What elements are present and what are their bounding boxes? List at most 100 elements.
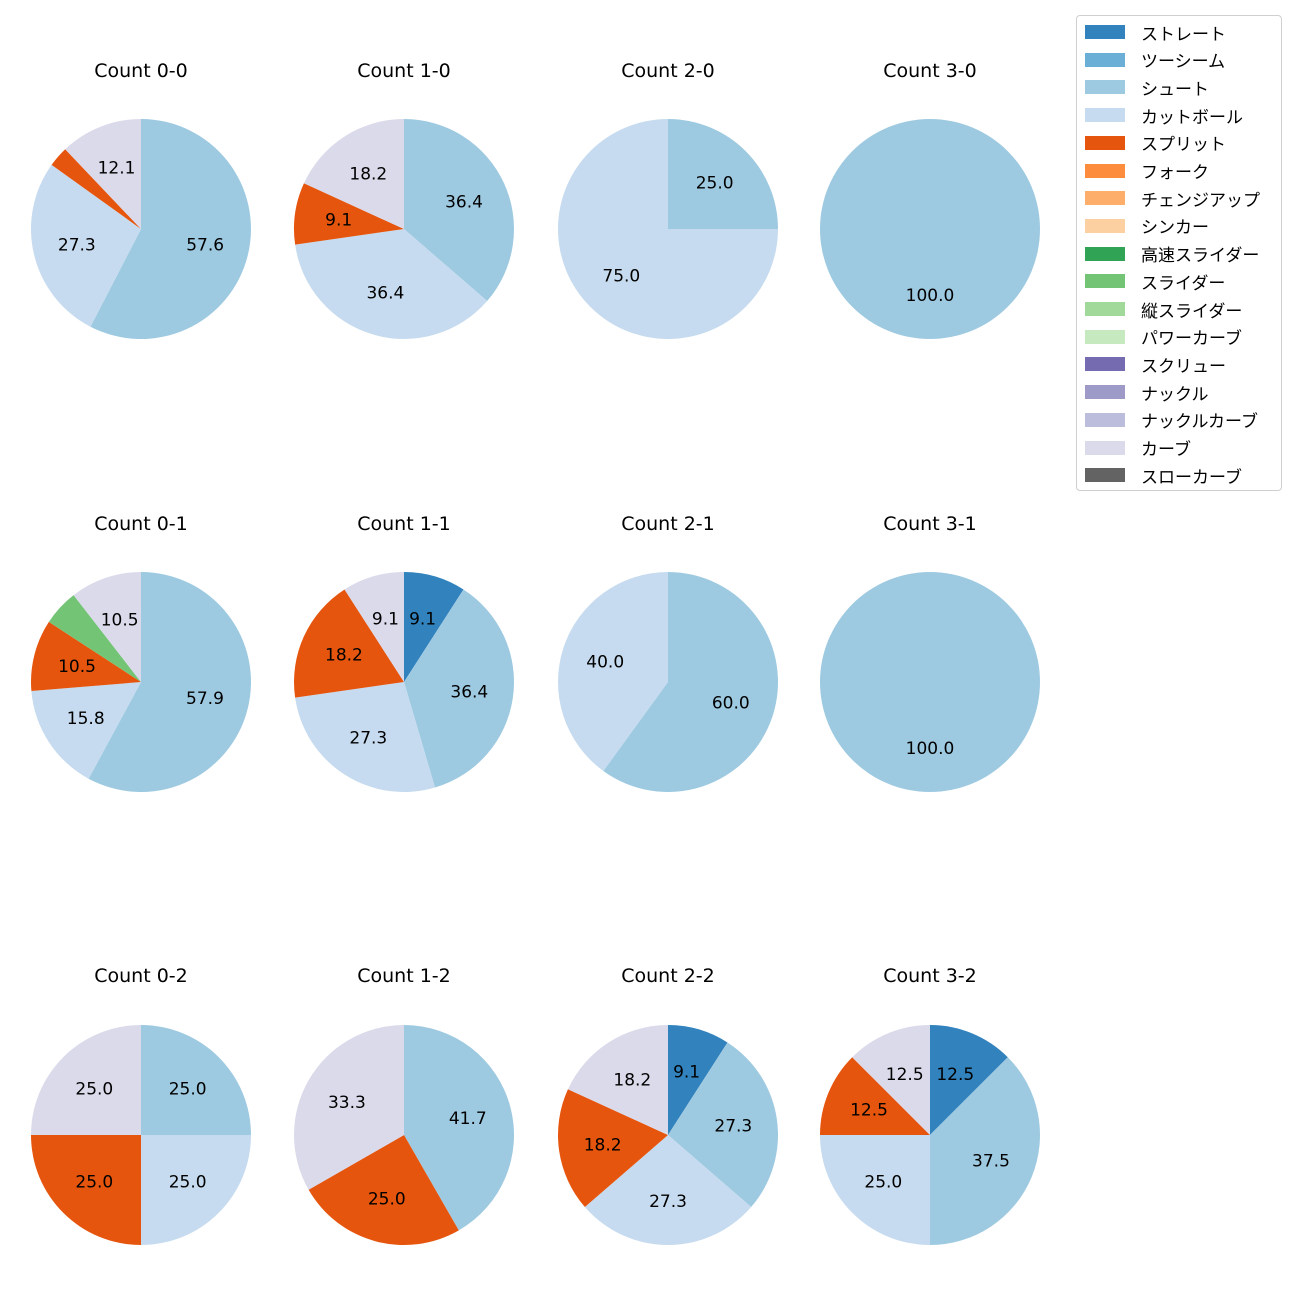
pie-slice-label: 75.0 <box>602 267 640 287</box>
legend-swatch <box>1085 329 1125 344</box>
pie-slice <box>404 572 464 682</box>
pie-slice <box>31 682 141 779</box>
pie-slice <box>65 119 141 229</box>
legend-item: 高速スライダー <box>1085 244 1260 267</box>
pie-slice-label: 27.3 <box>649 1192 687 1212</box>
legend-swatch <box>1085 246 1125 261</box>
pie-title: Count 1-0 <box>357 60 451 82</box>
pie-slice <box>404 589 514 788</box>
pie-slice-label: 27.3 <box>714 1117 752 1137</box>
pie-slice <box>141 1025 251 1135</box>
legend-swatch <box>1085 274 1125 289</box>
pie-title: Count 3-2 <box>883 965 977 987</box>
pie-slice-label: 100.0 <box>906 286 955 306</box>
legend-item: ストレート <box>1085 22 1226 45</box>
pie-slice-label: 36.4 <box>445 193 483 213</box>
pie-title: Count 2-0 <box>621 60 715 82</box>
pie-slice <box>48 595 142 682</box>
legend-swatch <box>1085 135 1125 150</box>
pie-slice-label: 10.5 <box>101 611 139 631</box>
pie-slice-label: 18.2 <box>584 1135 622 1155</box>
pie-slice <box>603 572 778 792</box>
legend-label: ストレート <box>1141 24 1226 45</box>
pie-slice <box>51 149 141 229</box>
pie-title: Count 1-2 <box>357 965 451 987</box>
pie-slice <box>88 571 252 793</box>
pie-slice <box>308 1135 459 1246</box>
pie-slice-label: 100.0 <box>906 739 955 759</box>
pie-slice <box>567 1025 668 1135</box>
pie-slice-label: 25.0 <box>75 1079 113 1099</box>
pie-slice <box>30 164 141 327</box>
pie-slice-label: 36.4 <box>450 682 488 702</box>
legend-label: スライダー <box>1141 273 1226 294</box>
pie-slice-label: 18.2 <box>325 646 363 666</box>
pie-slice <box>668 1042 778 1208</box>
pie-title: Count 0-0 <box>94 60 188 82</box>
legend-label: スプリット <box>1141 135 1226 156</box>
pie-slice-label: 9.1 <box>325 211 352 231</box>
legend-item: フォーク <box>1085 161 1209 183</box>
legend-item: スクリュー <box>1085 354 1226 377</box>
legend-swatch <box>1085 468 1125 483</box>
legend-item: ナックルカーブ <box>1085 410 1258 433</box>
legend-swatch <box>1085 440 1125 455</box>
pie-11: Count 2-2 9.1 27.3 27.3 18.2 18.2 <box>558 965 778 1245</box>
pie-slice-label: 12.5 <box>850 1101 888 1121</box>
pie-slice <box>295 229 488 339</box>
legend-label: ナックルカーブ <box>1141 412 1258 433</box>
pie-9: Count 0-2 25.0 25.0 25.0 25.0 <box>31 965 251 1245</box>
pie-slice <box>852 1025 930 1135</box>
pie-slice-label: 12.1 <box>98 159 136 179</box>
pie-5: Count 0-1 57.9 15.8 10.5 10.5 <box>31 513 252 793</box>
legend-label: シンカー <box>1141 218 1209 239</box>
legend-label: ナックル <box>1141 384 1209 405</box>
legend-item: スローカーブ <box>1085 465 1242 488</box>
pie-slice-label: 57.9 <box>186 689 224 709</box>
pie-2: Count 1-0 36.4 36.4 9.1 18.2 <box>294 60 514 339</box>
pie-slice <box>31 1135 141 1245</box>
pie-slice <box>293 1025 404 1190</box>
pie-title: Count 3-1 <box>883 513 977 535</box>
pie-slice-label: 25.0 <box>75 1173 113 1193</box>
legend-label: パワーカーブ <box>1141 329 1242 350</box>
legend-swatch <box>1085 163 1125 178</box>
pie-slice-label: 18.2 <box>349 164 387 184</box>
pie-slice-label: 25.0 <box>169 1079 207 1099</box>
pie-slice-label: 15.8 <box>67 709 105 729</box>
pie-slice <box>73 572 141 682</box>
pie-slice-label: 27.3 <box>349 729 387 749</box>
pie-title: Count 2-1 <box>621 513 715 535</box>
pie-6: Count 1-1 9.1 36.4 27.3 18.2 9.1 <box>294 513 514 792</box>
legend-swatch <box>1085 25 1125 39</box>
pie-title: Count 0-2 <box>94 965 188 987</box>
legend: ストレート ツーシーム シュート カットボール スプリット フォーク チェンジアップ シンカー… <box>1076 15 1282 491</box>
pie-slice-label: 9.1 <box>409 610 436 630</box>
pie-title: Count 0-1 <box>94 513 188 535</box>
legend-label: 高速スライダー <box>1141 246 1260 267</box>
pie-slice <box>820 1135 930 1245</box>
pie-slice-label: 18.2 <box>613 1070 651 1090</box>
legend-label: カーブ <box>1141 440 1191 460</box>
pie-10: Count 1-2 41.7 25.0 33.3 <box>293 965 515 1246</box>
legend-swatch <box>1085 385 1125 400</box>
pie-title: Count 2-2 <box>621 965 715 987</box>
pie-slice <box>90 119 251 339</box>
legend-item: チェンジアップ <box>1085 188 1260 211</box>
legend-item: スプリット <box>1085 133 1226 156</box>
legend-item: スライダー <box>1085 271 1226 294</box>
legend-item: 縦スライダー <box>1085 299 1242 322</box>
pie-slice-label: 41.7 <box>449 1109 487 1129</box>
pie-slice-label: 9.1 <box>673 1063 700 1083</box>
pie-12: Count 3-2 12.5 37.5 25.0 12.5 12.5 <box>820 965 1040 1245</box>
legend-item: シュート <box>1085 77 1209 100</box>
pie-slice <box>584 1135 752 1245</box>
legend-label: シュート <box>1141 79 1209 100</box>
pie-slice <box>558 1089 668 1208</box>
pie-slice-label: 25.0 <box>169 1173 207 1193</box>
pie-slice <box>820 119 1040 339</box>
pie-slice-label: 10.5 <box>58 657 96 677</box>
pie-slice <box>31 621 142 691</box>
legend-label: ツーシーム <box>1141 52 1226 73</box>
